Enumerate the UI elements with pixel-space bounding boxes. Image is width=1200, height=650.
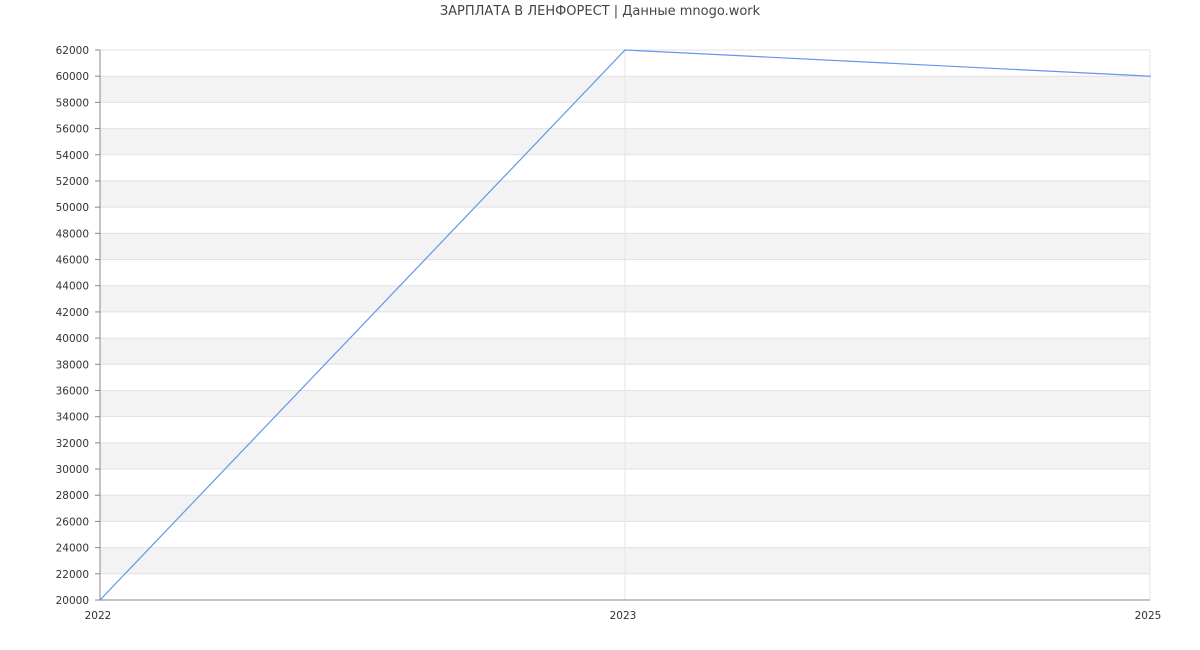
y-tick-label: 32000 [56,438,89,450]
y-tick-label: 40000 [56,333,89,345]
x-tick-label: 2022 [85,610,112,622]
y-tick-label: 58000 [56,97,89,109]
y-tick-label: 44000 [56,281,89,293]
y-tick-label: 26000 [56,516,89,528]
y-tick-label: 62000 [56,45,89,57]
y-tick-label: 46000 [56,255,89,267]
x-tick-label: 2023 [610,610,637,622]
data-point [624,49,626,51]
y-tick-label: 56000 [56,124,89,136]
data-point [1149,75,1151,77]
y-tick-label: 52000 [56,176,89,188]
y-tick-label: 22000 [56,569,89,581]
y-tick-label: 24000 [56,543,89,555]
y-tick-label: 34000 [56,412,89,424]
y-tick-label: 20000 [56,595,89,607]
y-tick-label: 50000 [56,202,89,214]
y-tick-label: 54000 [56,150,89,162]
y-tick-label: 36000 [56,385,89,397]
y-tick-label: 28000 [56,490,89,502]
y-tick-label: 42000 [56,307,89,319]
x-tick-label: 2025 [1135,610,1162,622]
y-tick-label: 60000 [56,71,89,83]
y-tick-label: 30000 [56,464,89,476]
y-tick-label: 38000 [56,359,89,371]
chart-title: ЗАРПЛАТА В ЛЕНФОРЕСТ | Данные mnogo.work [439,4,761,19]
y-tick-label: 48000 [56,228,89,240]
data-point [99,599,101,601]
